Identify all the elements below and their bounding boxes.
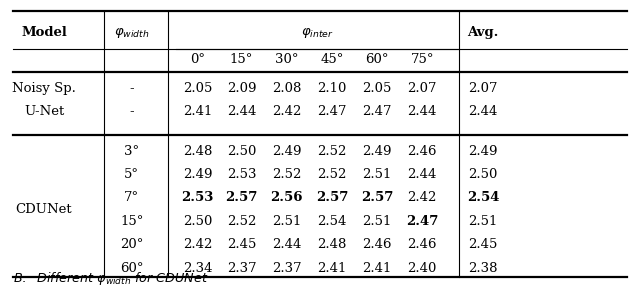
Text: 5°: 5° <box>124 168 140 181</box>
Text: 2.51: 2.51 <box>362 215 392 228</box>
Text: 2.42: 2.42 <box>408 191 437 205</box>
Text: 2.51: 2.51 <box>362 168 392 181</box>
Text: 15°: 15° <box>120 215 143 228</box>
Text: 2.41: 2.41 <box>362 262 392 275</box>
Text: 2.46: 2.46 <box>408 145 437 158</box>
Text: -: - <box>129 105 134 118</box>
Text: 2.53: 2.53 <box>227 168 257 181</box>
Text: 2.08: 2.08 <box>272 82 301 95</box>
Text: 2.54: 2.54 <box>467 191 499 205</box>
Text: 2.07: 2.07 <box>408 82 437 95</box>
Text: 2.51: 2.51 <box>272 215 301 228</box>
Text: 2.42: 2.42 <box>183 238 212 251</box>
Text: 2.49: 2.49 <box>362 145 392 158</box>
Text: -: - <box>129 82 134 95</box>
Text: 2.50: 2.50 <box>227 145 256 158</box>
Text: CDUNet: CDUNet <box>16 203 72 216</box>
Text: 2.46: 2.46 <box>362 238 392 251</box>
Text: 2.50: 2.50 <box>183 215 212 228</box>
Text: 2.41: 2.41 <box>183 105 212 118</box>
Text: 15°: 15° <box>230 54 253 66</box>
Text: 2.50: 2.50 <box>468 168 498 181</box>
Text: 45°: 45° <box>320 54 344 66</box>
Text: $\varphi_{width}$: $\varphi_{width}$ <box>114 26 150 40</box>
Text: 2.53: 2.53 <box>182 191 214 205</box>
Text: 60°: 60° <box>120 262 143 275</box>
Text: 2.52: 2.52 <box>317 145 347 158</box>
Text: 2.44: 2.44 <box>408 105 437 118</box>
Text: Avg.: Avg. <box>467 26 499 39</box>
Text: 3°: 3° <box>124 145 140 158</box>
Text: 7°: 7° <box>124 191 140 205</box>
Text: U-Net: U-Net <box>24 105 64 118</box>
Text: Model: Model <box>21 26 67 39</box>
Text: $\varphi_{inter}$: $\varphi_{inter}$ <box>301 26 334 40</box>
Text: 2.48: 2.48 <box>317 238 347 251</box>
Text: 2.49: 2.49 <box>468 145 498 158</box>
Text: 2.45: 2.45 <box>468 238 498 251</box>
Text: 2.46: 2.46 <box>408 238 437 251</box>
Text: 2.10: 2.10 <box>317 82 347 95</box>
Text: 2.52: 2.52 <box>227 215 256 228</box>
Text: 2.52: 2.52 <box>317 168 347 181</box>
Text: 2.49: 2.49 <box>272 145 301 158</box>
Text: 2.07: 2.07 <box>468 82 498 95</box>
Text: 2.49: 2.49 <box>183 168 212 181</box>
Text: 2.34: 2.34 <box>183 262 212 275</box>
Text: 2.42: 2.42 <box>272 105 301 118</box>
Text: 2.40: 2.40 <box>408 262 437 275</box>
Text: 2.47: 2.47 <box>406 215 438 228</box>
Text: 2.37: 2.37 <box>227 262 257 275</box>
Text: 2.41: 2.41 <box>317 262 347 275</box>
Text: 2.56: 2.56 <box>271 191 303 205</box>
Text: $\mathit{B.}$  $\mathit{Different}$ $\varphi_{width}$ $\mathit{for\ CDUNet}$: $\mathit{B.}$ $\mathit{Different}$ $\var… <box>13 270 209 287</box>
Text: 2.45: 2.45 <box>227 238 256 251</box>
Text: 20°: 20° <box>120 238 143 251</box>
Text: 2.48: 2.48 <box>183 145 212 158</box>
Text: 2.57: 2.57 <box>316 191 348 205</box>
Text: 2.05: 2.05 <box>183 82 212 95</box>
Text: 2.05: 2.05 <box>362 82 392 95</box>
Text: 2.44: 2.44 <box>408 168 437 181</box>
Text: 0°: 0° <box>190 54 205 66</box>
Text: 2.54: 2.54 <box>317 215 347 228</box>
Text: 2.57: 2.57 <box>225 191 258 205</box>
Text: 2.09: 2.09 <box>227 82 257 95</box>
Text: 2.44: 2.44 <box>468 105 498 118</box>
Text: 2.51: 2.51 <box>468 215 498 228</box>
Text: 2.44: 2.44 <box>227 105 256 118</box>
Text: 2.52: 2.52 <box>272 168 301 181</box>
Text: 2.47: 2.47 <box>362 105 392 118</box>
Text: 2.44: 2.44 <box>272 238 301 251</box>
Text: 2.57: 2.57 <box>361 191 393 205</box>
Text: 75°: 75° <box>410 54 434 66</box>
Text: 30°: 30° <box>275 54 298 66</box>
Text: 2.37: 2.37 <box>272 262 301 275</box>
Text: 2.38: 2.38 <box>468 262 498 275</box>
Text: 2.47: 2.47 <box>317 105 347 118</box>
Text: Noisy Sp.: Noisy Sp. <box>12 82 76 95</box>
Text: 60°: 60° <box>365 54 389 66</box>
